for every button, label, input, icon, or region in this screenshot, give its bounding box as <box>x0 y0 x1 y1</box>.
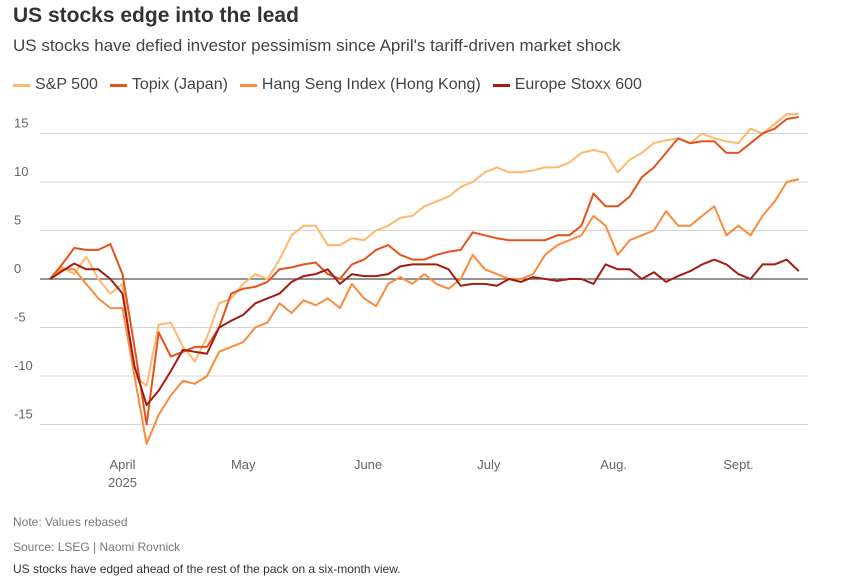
legend-label: Europe Stoxx 600 <box>514 76 642 93</box>
legend-swatch <box>239 83 257 87</box>
series-line-stoxx600 <box>49 258 800 407</box>
legend-label: Topix (Japan) <box>131 76 228 93</box>
chart-title: US stocks edge into the lead <box>13 4 299 27</box>
line-chart: 15 10 5 0 -5 -10 -15 April 2025 May June July Aug. Se… <box>14 113 808 490</box>
legend-label: S&P 500 <box>35 76 98 93</box>
x-tick-label: July <box>477 457 501 472</box>
chart-note: Note: Values rebased <box>13 515 128 529</box>
legend-swatch <box>492 83 510 87</box>
legend-item-stoxx: Europe Stoxx 600 <box>492 76 642 94</box>
y-tick-label: -5 <box>14 310 26 325</box>
y-tick-label: -10 <box>14 358 33 373</box>
chart-source: Source: LSEG | Naomi Rovnick <box>13 540 181 554</box>
x-tick-sublabel: 2025 <box>108 475 137 490</box>
chart-subtitle: US stocks have defied investor pessimism… <box>13 36 621 55</box>
legend: S&P 500 Topix (Japan) Hang Seng Index (H… <box>13 76 642 94</box>
x-tick-label: June <box>354 457 382 472</box>
legend-item-topix: Topix (Japan) <box>109 76 228 94</box>
x-tick-label: Aug. <box>600 457 627 472</box>
legend-label: Hang Seng Index (Hong Kong) <box>261 76 481 93</box>
legend-swatch <box>13 83 30 87</box>
series-line-sp500 <box>49 113 799 387</box>
y-tick-label: -15 <box>14 407 33 422</box>
x-tick-label: Sept. <box>723 457 753 472</box>
legend-item-sp500: S&P 500 <box>13 76 98 94</box>
legend-swatch <box>109 83 127 87</box>
x-tick-label: April <box>109 457 135 472</box>
y-tick-label: 5 <box>14 213 21 228</box>
x-tick-label: May <box>231 457 256 472</box>
y-tick-label: 0 <box>14 261 21 276</box>
legend-item-hang-seng: Hang Seng Index (Hong Kong) <box>239 76 481 94</box>
series-line-topix <box>49 116 799 426</box>
y-tick-label: 15 <box>14 116 28 131</box>
chart-description: US stocks have edged ahead of the rest o… <box>13 562 401 576</box>
series-line-hang-seng <box>49 178 800 445</box>
y-tick-label: 10 <box>14 164 28 179</box>
